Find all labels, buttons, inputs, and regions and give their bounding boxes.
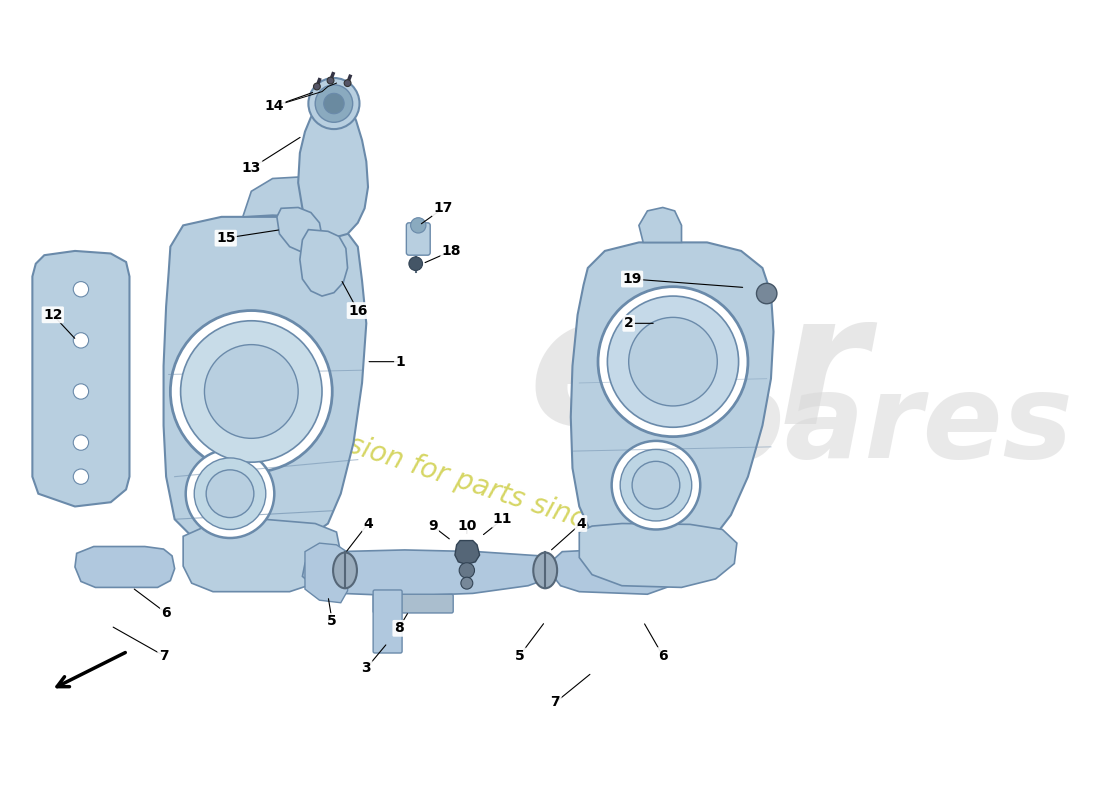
Circle shape	[620, 450, 692, 521]
Circle shape	[632, 462, 680, 509]
Polygon shape	[571, 242, 773, 558]
Circle shape	[612, 441, 701, 530]
Text: 2: 2	[624, 316, 634, 330]
Text: 5: 5	[328, 614, 337, 629]
Text: 4: 4	[363, 517, 373, 530]
Text: 11: 11	[493, 512, 513, 526]
Circle shape	[598, 286, 748, 437]
Text: 7: 7	[158, 649, 168, 662]
Text: 7: 7	[551, 695, 560, 710]
Text: 1: 1	[396, 354, 405, 369]
Polygon shape	[32, 251, 130, 506]
Text: 3: 3	[362, 662, 371, 675]
Polygon shape	[300, 230, 348, 296]
Polygon shape	[302, 550, 556, 596]
Polygon shape	[639, 207, 682, 242]
Polygon shape	[277, 207, 322, 254]
Text: spares: spares	[630, 368, 1074, 483]
Polygon shape	[455, 541, 480, 565]
Circle shape	[74, 384, 89, 399]
Polygon shape	[75, 546, 175, 587]
Text: 10: 10	[458, 519, 476, 533]
Text: 6: 6	[658, 649, 668, 662]
Circle shape	[195, 458, 266, 530]
Text: 16: 16	[348, 303, 367, 318]
Circle shape	[74, 282, 89, 297]
Circle shape	[409, 257, 422, 270]
Circle shape	[74, 435, 89, 450]
Polygon shape	[164, 217, 366, 554]
FancyBboxPatch shape	[373, 594, 453, 613]
Polygon shape	[184, 519, 341, 592]
Circle shape	[186, 450, 274, 538]
Polygon shape	[243, 177, 345, 217]
Circle shape	[757, 283, 777, 304]
Circle shape	[74, 333, 89, 348]
Circle shape	[308, 78, 360, 129]
Text: 9: 9	[428, 519, 438, 533]
Polygon shape	[552, 550, 678, 594]
Circle shape	[314, 83, 320, 90]
Text: 5: 5	[515, 649, 525, 662]
Circle shape	[327, 77, 334, 84]
Text: 19: 19	[623, 272, 641, 286]
FancyBboxPatch shape	[406, 223, 430, 255]
Circle shape	[316, 85, 353, 122]
Text: 8: 8	[394, 622, 404, 635]
Circle shape	[459, 562, 474, 578]
Text: 13: 13	[242, 162, 261, 175]
Text: 6: 6	[162, 606, 170, 620]
Circle shape	[629, 318, 717, 406]
Circle shape	[410, 218, 426, 233]
Text: 15: 15	[216, 231, 235, 245]
Text: 4: 4	[576, 517, 586, 530]
Polygon shape	[305, 543, 350, 602]
Text: 18: 18	[442, 244, 461, 258]
Circle shape	[180, 321, 322, 462]
Circle shape	[74, 469, 89, 484]
Circle shape	[206, 470, 254, 518]
Polygon shape	[298, 102, 368, 238]
FancyBboxPatch shape	[373, 590, 403, 653]
Circle shape	[170, 310, 332, 473]
Circle shape	[344, 80, 351, 86]
Text: 14: 14	[265, 99, 284, 113]
Text: a passion for parts since 1985: a passion for parts since 1985	[273, 407, 681, 563]
Circle shape	[461, 577, 473, 589]
Text: 12: 12	[43, 308, 63, 322]
Text: eur: eur	[528, 286, 868, 462]
Ellipse shape	[333, 553, 356, 588]
Ellipse shape	[534, 553, 557, 588]
Text: 17: 17	[433, 202, 453, 215]
Circle shape	[205, 345, 298, 438]
Circle shape	[323, 94, 344, 114]
Circle shape	[607, 296, 738, 427]
Polygon shape	[580, 523, 737, 587]
